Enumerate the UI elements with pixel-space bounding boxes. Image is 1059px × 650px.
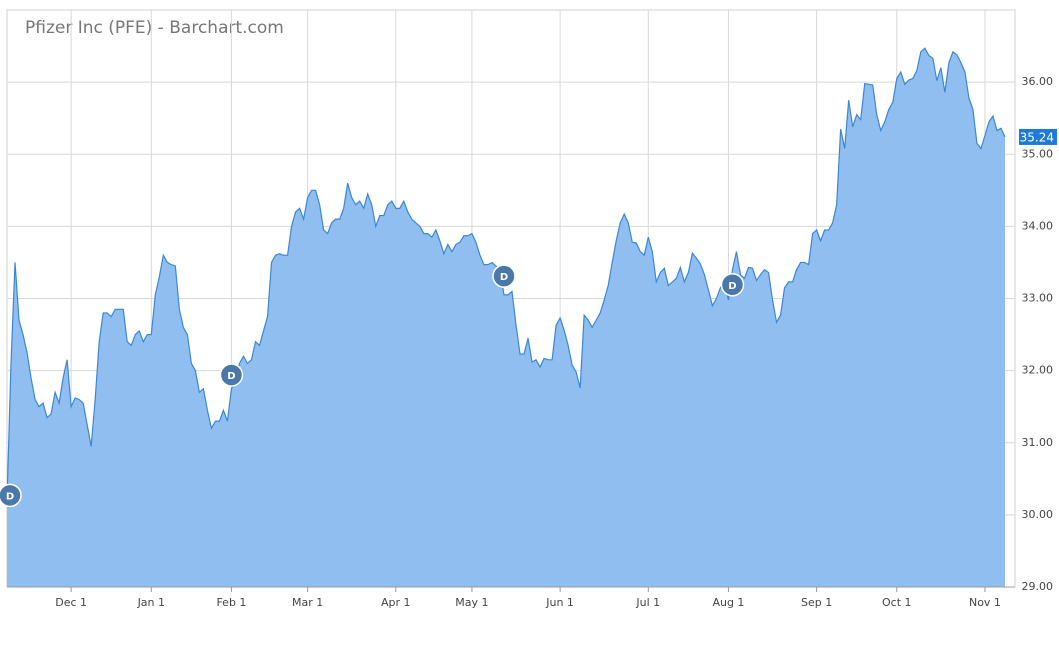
price-line	[6, 47, 1006, 501]
x-tick-label: Jan 1	[137, 596, 165, 609]
y-tick-label: 33.00	[1022, 292, 1054, 305]
dividend-label: D	[500, 272, 508, 283]
x-tick-label: Sep 1	[801, 596, 832, 609]
x-tick-label: Dec 1	[55, 596, 87, 609]
x-tick-label: Oct 1	[882, 596, 912, 609]
x-tick-label: Apr 1	[381, 596, 411, 609]
y-tick-label: 30.00	[1022, 508, 1054, 521]
x-tick-label: Nov 1	[969, 596, 1001, 609]
x-tick-label: Aug 1	[712, 596, 744, 609]
dividend-marker	[720, 273, 745, 297]
dividend-label: D	[227, 371, 235, 382]
last-value-badge	[1019, 128, 1057, 145]
x-tick-label: May 1	[455, 596, 488, 609]
chart-title: Pfizer Inc (PFE) - Barchart.com	[25, 18, 284, 38]
y-tick-label: 34.00	[1022, 219, 1054, 232]
y-tick-label: 32.00	[1022, 364, 1054, 377]
x-tick-label: Jul 1	[635, 596, 660, 609]
x-tick-label: Feb 1	[216, 596, 246, 609]
last-value-label: 35.24	[1020, 130, 1054, 144]
dividend-label: D	[728, 281, 736, 292]
dividend-marker	[0, 483, 22, 508]
y-tick-label: 36.00	[1022, 75, 1054, 88]
dividend-marker	[492, 264, 516, 288]
y-tick-label: 35.00	[1022, 147, 1054, 160]
x-tick-label: Jun 1	[545, 596, 574, 609]
y-tick-label: 31.00	[1022, 436, 1054, 449]
y-tick-label: 29.00	[1022, 580, 1054, 593]
area-fill	[7, 48, 1005, 588]
dividend-label: D	[6, 491, 14, 502]
x-tick-label: Mar 1	[292, 596, 323, 609]
dividend-marker	[219, 363, 244, 387]
